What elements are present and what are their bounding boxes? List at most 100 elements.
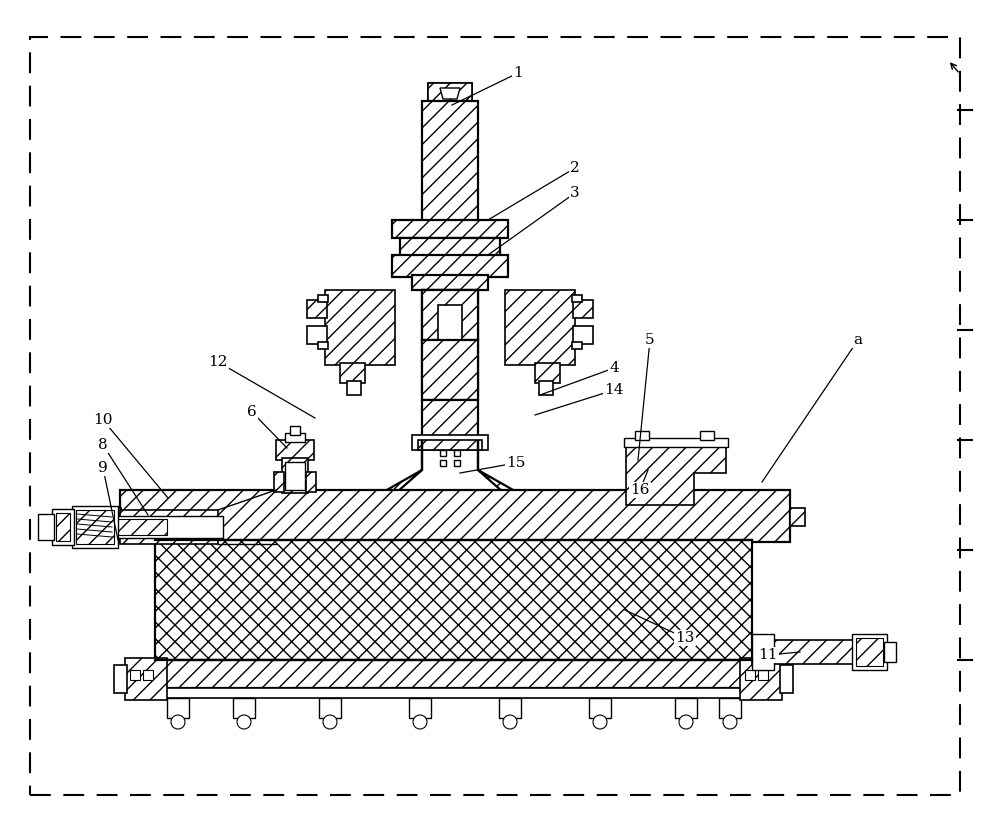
Bar: [130, 670, 140, 680]
Circle shape: [413, 715, 427, 729]
Bar: [392, 255, 508, 277]
Bar: [233, 698, 255, 718]
Bar: [392, 220, 508, 238]
Text: 10: 10: [93, 413, 113, 427]
Bar: [852, 634, 887, 670]
Circle shape: [593, 715, 607, 729]
Text: 8: 8: [98, 438, 108, 452]
Bar: [318, 295, 328, 302]
Bar: [675, 698, 697, 718]
Bar: [438, 305, 462, 345]
Bar: [285, 462, 305, 490]
Bar: [412, 275, 488, 290]
Bar: [780, 665, 793, 693]
Bar: [120, 490, 790, 542]
Circle shape: [323, 715, 337, 729]
Bar: [884, 642, 896, 662]
Bar: [624, 438, 728, 447]
Bar: [143, 670, 153, 680]
Bar: [752, 634, 774, 670]
Text: 16: 16: [630, 483, 650, 497]
Text: 14: 14: [604, 383, 624, 397]
Bar: [856, 638, 883, 666]
Bar: [740, 658, 782, 700]
Bar: [319, 698, 341, 718]
Bar: [758, 670, 768, 680]
Bar: [440, 450, 446, 456]
Bar: [347, 381, 361, 395]
Bar: [285, 433, 305, 442]
Bar: [340, 363, 365, 383]
Circle shape: [503, 715, 517, 729]
Bar: [409, 698, 431, 718]
Bar: [115, 516, 223, 538]
Text: 12: 12: [208, 355, 228, 369]
Text: a: a: [854, 333, 862, 347]
Bar: [115, 519, 167, 535]
Polygon shape: [626, 445, 726, 505]
Text: 3: 3: [570, 186, 580, 200]
Bar: [56, 513, 70, 541]
Bar: [52, 509, 74, 545]
Bar: [454, 450, 460, 456]
Bar: [572, 295, 582, 302]
Bar: [130, 660, 777, 688]
Bar: [790, 508, 805, 526]
Circle shape: [237, 715, 251, 729]
Polygon shape: [478, 440, 522, 505]
Polygon shape: [378, 440, 422, 505]
Bar: [573, 300, 593, 318]
Text: 15: 15: [506, 456, 526, 470]
Bar: [167, 698, 189, 718]
Bar: [422, 290, 478, 340]
Bar: [120, 510, 218, 544]
Bar: [752, 640, 867, 664]
Bar: [499, 698, 521, 718]
Bar: [412, 435, 488, 450]
Bar: [440, 460, 446, 466]
Bar: [276, 440, 314, 460]
Bar: [745, 670, 755, 680]
Text: 2: 2: [570, 161, 580, 175]
Circle shape: [679, 715, 693, 729]
Bar: [76, 510, 114, 544]
Bar: [422, 290, 478, 395]
Bar: [573, 326, 593, 344]
Bar: [38, 514, 54, 540]
Text: 13: 13: [675, 631, 695, 645]
Bar: [155, 540, 752, 660]
Bar: [454, 460, 460, 466]
Bar: [105, 508, 121, 526]
Bar: [719, 698, 741, 718]
Polygon shape: [440, 88, 460, 99]
Text: 11: 11: [758, 648, 778, 662]
Text: 4: 4: [609, 361, 619, 375]
Bar: [539, 381, 553, 395]
Bar: [505, 290, 575, 365]
Bar: [325, 290, 395, 365]
Bar: [130, 688, 777, 698]
Text: 1: 1: [513, 66, 523, 80]
Bar: [589, 698, 611, 718]
Circle shape: [723, 715, 737, 729]
Circle shape: [171, 715, 185, 729]
Bar: [282, 458, 308, 493]
Bar: [700, 431, 714, 440]
Bar: [318, 342, 328, 349]
Bar: [428, 83, 472, 101]
Bar: [428, 83, 472, 101]
Bar: [72, 506, 118, 548]
Bar: [635, 431, 649, 440]
Bar: [274, 472, 284, 492]
Bar: [572, 342, 582, 349]
Bar: [307, 326, 327, 344]
Text: 9: 9: [98, 461, 108, 475]
Bar: [400, 238, 500, 258]
Bar: [422, 400, 478, 440]
Bar: [125, 658, 167, 700]
Bar: [290, 426, 300, 435]
Bar: [306, 472, 316, 492]
Text: 6: 6: [247, 405, 257, 419]
Bar: [307, 300, 327, 318]
Bar: [422, 340, 478, 400]
